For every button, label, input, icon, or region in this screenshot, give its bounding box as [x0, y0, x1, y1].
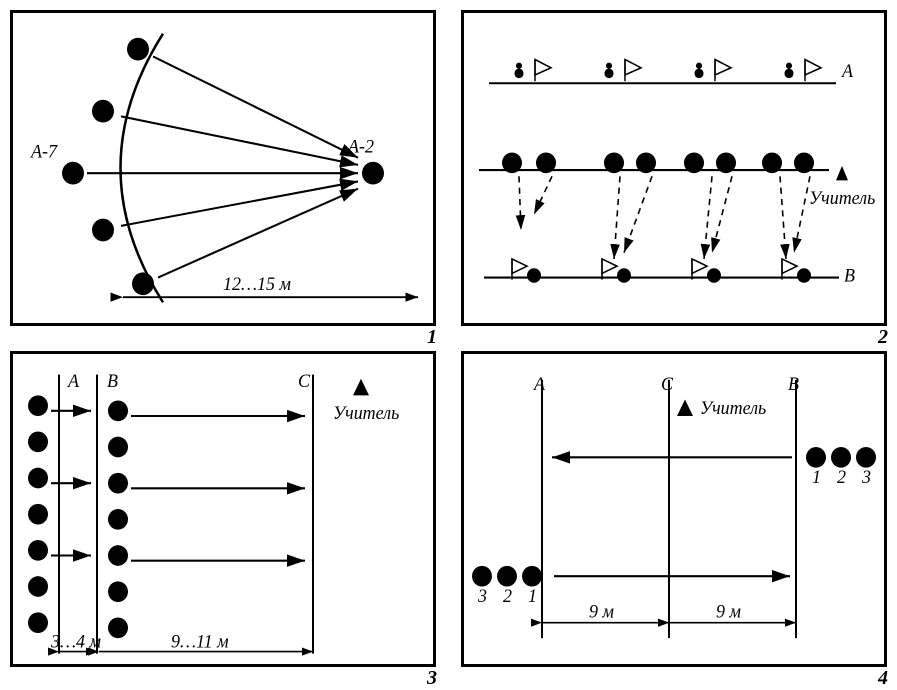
panel-number: 4	[878, 667, 888, 690]
svg-text:1: 1	[812, 467, 821, 487]
dot	[127, 38, 149, 61]
label-c: С	[661, 374, 674, 394]
panel-4-svg: А С В Учитель 1 2 3	[464, 354, 884, 664]
dot	[132, 272, 154, 295]
dot	[536, 153, 556, 174]
arrow	[158, 189, 358, 278]
label-a: А	[67, 371, 80, 391]
dot	[62, 162, 84, 185]
label-a: А	[841, 61, 854, 81]
panel-2-svg: А Учитель	[464, 13, 884, 323]
label-b: В	[788, 374, 799, 394]
panel-2: А Учитель	[461, 10, 887, 326]
long-arrows	[131, 416, 305, 561]
col-a-dots	[28, 395, 48, 633]
label-b: В	[107, 371, 118, 391]
short-arrows	[51, 411, 91, 556]
teacher-icon	[353, 379, 369, 396]
dot	[604, 153, 624, 174]
label-a2: А-2	[347, 136, 374, 156]
teacher-label: Учитель	[809, 188, 875, 208]
col-b-dots	[108, 401, 128, 639]
dot	[762, 153, 782, 174]
arrow	[153, 56, 358, 157]
panel-1-svg: А-7 А-2 12…15 м	[13, 13, 433, 323]
dot	[716, 153, 736, 174]
label-a1: А-7	[30, 141, 58, 161]
svg-text:1: 1	[528, 586, 537, 606]
panel-number: 1	[427, 326, 437, 349]
label-c: С	[298, 371, 311, 391]
panel-3-svg: А В С Учитель	[13, 354, 433, 664]
svg-text:3: 3	[477, 586, 487, 606]
panel-number: 3	[427, 667, 437, 690]
teacher-label: Учитель	[700, 398, 766, 418]
dim2-label: 9…11 м	[171, 631, 229, 651]
pin-flag-group	[515, 60, 822, 82]
dot	[684, 153, 704, 174]
arc	[121, 34, 164, 303]
panel-number: 2	[878, 326, 888, 349]
dots-right: 1 2 3	[806, 447, 876, 487]
dashed-arrows	[519, 176, 810, 259]
teacher-icon	[836, 166, 848, 180]
dot-target	[362, 162, 384, 185]
dot	[636, 153, 656, 174]
svg-text:3: 3	[861, 467, 871, 487]
dot	[502, 153, 522, 174]
panel-3: А В С Учитель	[10, 351, 436, 667]
panel-1: А-7 А-2 12…15 м 1	[10, 10, 436, 326]
label-a: А	[533, 374, 546, 394]
dim1-label: 9 м	[589, 601, 614, 621]
dim2-label: 9 м	[716, 601, 741, 621]
dots-left: 3 2 1	[472, 566, 542, 606]
flag-ball-group	[512, 259, 811, 283]
label-b: В	[844, 265, 855, 285]
svg-text:2: 2	[503, 586, 512, 606]
teacher-icon	[677, 399, 693, 416]
dimension-label: 12…15 м	[223, 274, 291, 294]
teacher-label: Учитель	[333, 403, 399, 423]
dim1-label: 3…4 м	[50, 631, 101, 651]
svg-text:2: 2	[837, 467, 846, 487]
panel-4: А С В Учитель 1 2 3	[461, 351, 887, 667]
dot	[794, 153, 814, 174]
dot	[92, 219, 114, 242]
dot	[92, 100, 114, 123]
